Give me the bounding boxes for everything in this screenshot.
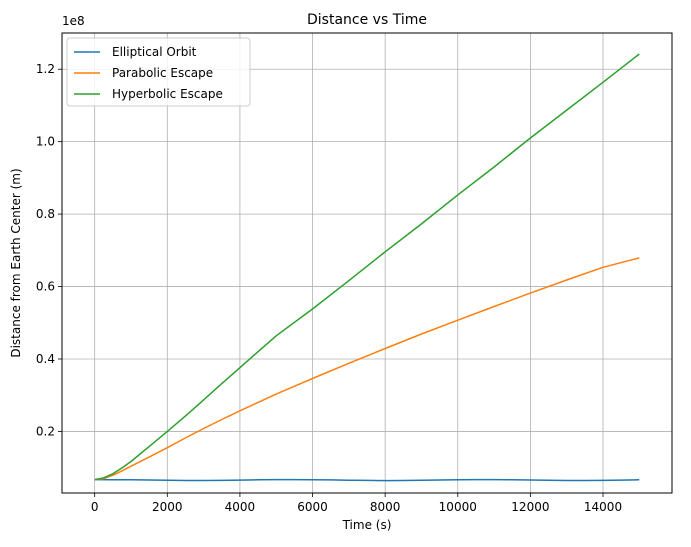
x-tick-label: 10000 bbox=[439, 500, 477, 514]
x-tick-label: 2000 bbox=[152, 500, 183, 514]
x-tick-label: 8000 bbox=[370, 500, 401, 514]
plot-frame bbox=[61, 32, 673, 494]
y-axis-label: Distance from Earth Center (m) bbox=[9, 168, 23, 357]
grid bbox=[62, 33, 672, 493]
x-tick-label: 12000 bbox=[511, 500, 549, 514]
x-tick-label: 6000 bbox=[297, 500, 328, 514]
legend: Elliptical Orbit Parabolic Escape Hyperbol… bbox=[66, 37, 251, 107]
y-axis-offset-label: 1e8 bbox=[62, 14, 85, 28]
series-layer bbox=[94, 53, 640, 482]
x-tick-label: 4000 bbox=[225, 500, 256, 514]
legend-label: Parabolic Escape bbox=[112, 66, 213, 80]
x-axis-ticks: 0 2000 4000 6000 8000 10000 12000 14000 bbox=[91, 493, 622, 514]
y-tick-label: 0.6 bbox=[36, 280, 55, 294]
series-line-2 bbox=[94, 257, 640, 481]
x-axis-label: Time (s) bbox=[342, 518, 392, 532]
x-tick-label: 14000 bbox=[584, 500, 622, 514]
y-tick-label: 0.2 bbox=[36, 424, 55, 438]
legend-label: Elliptical Orbit bbox=[112, 45, 197, 59]
legend-label: Hyperbolic Escape bbox=[112, 87, 223, 101]
y-tick-label: 1.0 bbox=[36, 135, 55, 149]
series-line-1 bbox=[94, 478, 640, 482]
chart-title: Distance vs Time bbox=[307, 12, 427, 28]
series-line-3 bbox=[94, 53, 640, 481]
y-tick-label: 0.8 bbox=[36, 207, 55, 221]
legend-box bbox=[66, 37, 251, 107]
y-axis-ticks: 0.2 0.4 0.6 0.8 1.0 1.2 bbox=[36, 62, 62, 438]
y-tick-label: 1.2 bbox=[36, 62, 55, 76]
x-tick-label: 0 bbox=[91, 500, 99, 514]
y-tick-label: 0.4 bbox=[36, 352, 55, 366]
